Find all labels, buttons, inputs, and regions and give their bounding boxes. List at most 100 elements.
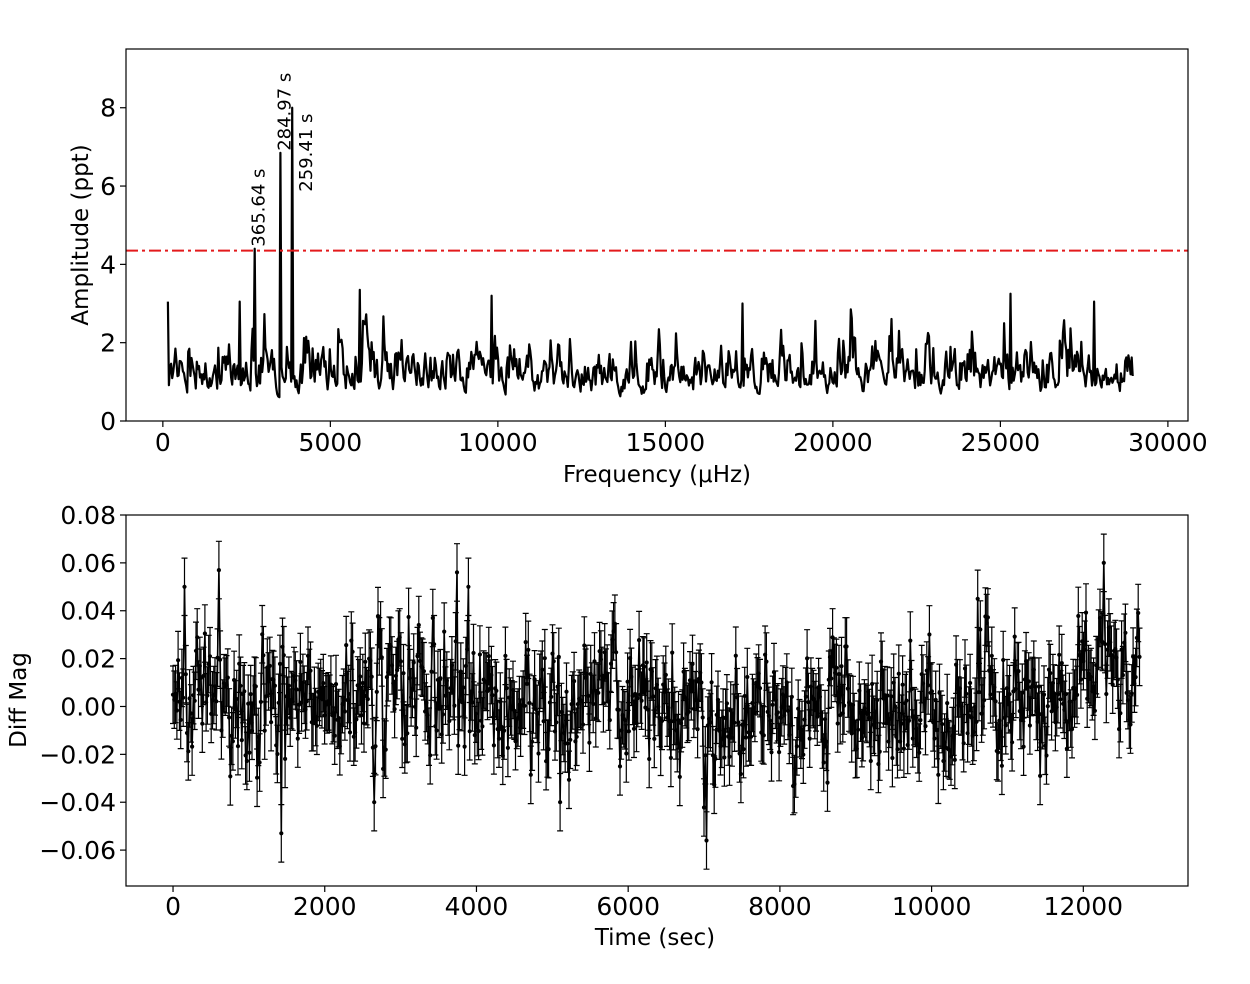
- light-curve-data-point: [923, 724, 928, 729]
- light-curve-data-point: [275, 751, 280, 757]
- spectrum-x-tick-label: 5000: [299, 428, 363, 457]
- spectrum-x-tick-label: 25000: [961, 428, 1041, 457]
- light-curve-data-point: [807, 736, 812, 741]
- light-curve-data-point: [733, 653, 738, 658]
- light-curve-data-point: [624, 751, 629, 756]
- light-curve-data-point: [454, 570, 460, 575]
- light-curve-data-point: [272, 683, 277, 688]
- light-curve-data-point: [227, 715, 232, 720]
- light-curve-data-point: [1082, 647, 1087, 652]
- light-curve-data-point: [1026, 679, 1031, 684]
- light-curve-data-point: [524, 681, 530, 687]
- light-curve-data-point: [1059, 661, 1064, 666]
- light-curve-data-point: [996, 750, 1001, 755]
- light-curve-x-tick-label: 4000: [445, 892, 509, 921]
- spectrum-x-tick-label: 20000: [793, 428, 873, 457]
- light-curve-data-point: [835, 721, 840, 726]
- light-curve-data-point: [631, 726, 637, 731]
- light-curve-data-point: [503, 653, 508, 658]
- light-curve-data-point: [269, 720, 274, 725]
- peak-period-label: 365.64 s: [249, 169, 270, 247]
- light-curve-data-point: [1021, 744, 1026, 749]
- light-curve-data-point: [768, 718, 773, 723]
- light-curve-data-point: [775, 710, 780, 715]
- light-curve-data-point: [535, 711, 540, 716]
- light-curve-data-point: [704, 838, 709, 843]
- spectrum-x-ticks: 0 5000 10000 15000 20000 25000 30000: [155, 421, 1208, 457]
- light-curve-data-point: [945, 701, 950, 706]
- light-curve-data-point: [1003, 723, 1008, 728]
- light-curve-data-point: [218, 657, 223, 662]
- light-curve-data-point: [183, 672, 188, 677]
- light-curve-data-point: [757, 686, 763, 691]
- light-curve-data-point: [738, 771, 744, 777]
- light-curve-data-point: [961, 741, 966, 746]
- light-curve-data-point: [900, 682, 905, 687]
- light-curve-panel: 0 2000 4000 6000 8000 10000 12000 0.08 0.06 0.04…: [6, 501, 1189, 951]
- light-curve-data-point: [405, 731, 410, 736]
- light-curve-data-point: [829, 676, 834, 681]
- light-curve-data-point: [975, 596, 980, 601]
- light-curve-data-point: [421, 669, 426, 674]
- light-curve-data-point: [244, 758, 249, 764]
- light-curve-data-point: [476, 728, 481, 734]
- light-curve-data-point: [885, 693, 890, 698]
- light-curve-data-point: [565, 741, 570, 746]
- light-curve-data-point: [267, 663, 272, 669]
- light-curve-data-point: [304, 699, 309, 704]
- light-curve-data-point: [174, 708, 179, 713]
- light-curve-data-point: [452, 703, 457, 708]
- light-curve-data-point: [642, 664, 647, 669]
- light-curve-x-tick-label: 2000: [293, 892, 357, 921]
- light-curve-data-point: [398, 659, 403, 664]
- light-curve-data-point: [625, 679, 630, 684]
- light-curve-data-point: [626, 729, 632, 734]
- light-curve-data-point: [906, 718, 912, 723]
- light-curve-data-point: [480, 724, 485, 729]
- light-curve-data-point: [667, 719, 672, 724]
- light-curve-data-point: [554, 720, 559, 725]
- spectrum-x-tick-label: 15000: [626, 428, 706, 457]
- light-curve-data-point: [1104, 691, 1109, 697]
- light-curve-data-point: [512, 708, 517, 713]
- light-curve-data-point: [709, 680, 714, 685]
- light-curve-data-point: [395, 668, 400, 673]
- light-curve-data-point: [1083, 610, 1089, 615]
- light-curve-data-point: [1010, 740, 1015, 745]
- light-curve-y-tick-label: 0.06: [60, 549, 116, 578]
- light-curve-data-point: [668, 755, 674, 761]
- light-curve-data-point: [572, 679, 577, 684]
- light-curve-data-point: [365, 697, 370, 702]
- light-curve-data-point: [392, 707, 397, 712]
- spectrum-y-axis-label: Amplitude (ppt): [68, 144, 94, 325]
- light-curve-data-point: [601, 701, 606, 706]
- light-curve-data-point: [732, 720, 737, 725]
- light-curve-data-point: [1041, 692, 1047, 697]
- light-curve-data-point: [207, 654, 213, 659]
- light-curve-data-point: [616, 707, 621, 712]
- light-curve-data-point: [462, 744, 467, 749]
- light-curve-data-point: [186, 749, 191, 754]
- light-curve-data-point: [242, 689, 247, 694]
- light-curve-data-point: [350, 649, 355, 654]
- light-curve-data-point: [347, 730, 353, 735]
- light-curve-data-point: [276, 700, 281, 705]
- light-curve-data-point: [228, 774, 233, 779]
- spectrum-data-layer: [166, 106, 1134, 399]
- light-curve-data-point: [461, 685, 466, 690]
- light-curve-data-point: [383, 747, 388, 752]
- light-curve-data-point: [695, 727, 700, 732]
- light-curve-data-point: [745, 674, 750, 680]
- light-curve-data-point: [321, 681, 326, 686]
- light-curve-data-point: [890, 755, 895, 761]
- light-curve-data-point: [607, 718, 612, 723]
- light-curve-data-point: [998, 729, 1003, 734]
- light-curve-data-point: [1016, 669, 1021, 674]
- light-curve-data-point: [736, 720, 741, 725]
- light-curve-data-point: [286, 683, 291, 688]
- light-curve-data-point: [951, 724, 956, 729]
- spectrum-axes-frame: [125, 48, 1189, 422]
- light-curve-data-point: [764, 659, 769, 664]
- light-curve-data-point: [670, 650, 675, 655]
- light-curve-data-point: [465, 647, 470, 652]
